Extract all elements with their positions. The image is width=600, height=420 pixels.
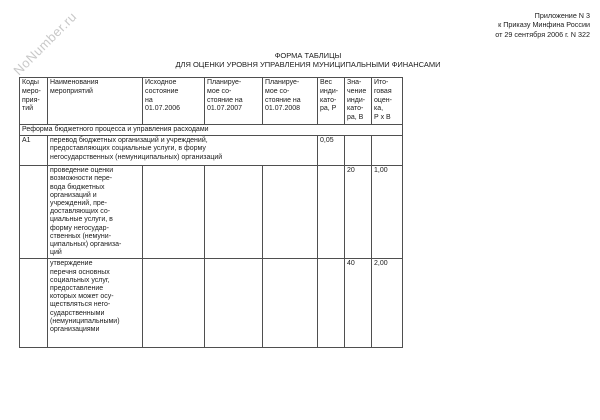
col-header-initial-state: Исходное состояние на 01.07.2006	[142, 77, 205, 125]
cell-code	[19, 258, 48, 349]
appendix-note-line: к Приказу Минфина России	[498, 20, 590, 30]
col-header-weight: Вес инди- като- ра, Р	[317, 77, 345, 125]
assessment-table: Коды меро- прия- тий Наименования меропр…	[19, 77, 403, 349]
table-row-sub2: утверждение перечня основных социальных …	[19, 258, 403, 349]
cell-initial-state	[142, 165, 205, 260]
table-row-a1: А1 перевод бюджетных организаций и учреж…	[19, 135, 403, 167]
cell-score: 1,00	[371, 165, 403, 260]
cell-score	[371, 135, 403, 167]
cell-code	[19, 165, 48, 260]
cell-value: 40	[344, 258, 372, 349]
cell-name: проведение оценки возможности пере- вода…	[47, 165, 143, 260]
cell-planned-2008	[262, 165, 318, 260]
col-header-planned-2008: Планируе- мое со- стояние на 01.07.2008	[262, 77, 318, 125]
cell-planned-2007	[204, 258, 263, 349]
cell-value: 20	[344, 165, 372, 260]
cell-initial-state	[142, 258, 205, 349]
appendix-note-line: Приложение N 3	[534, 11, 590, 20]
section-row: Реформа бюджетного процесса и управления…	[19, 123, 403, 137]
cell-planned-2008	[262, 258, 318, 349]
col-header-codes: Коды меро- прия- тий	[19, 77, 48, 125]
cell-code: А1	[19, 135, 48, 167]
col-header-value: Зна- чение инди- като- ра, В	[344, 77, 372, 125]
appendix-note-line: от 29 сентября 2006 г. N 322	[495, 29, 590, 39]
section-header: Реформа бюджетного процесса и управления…	[19, 123, 403, 137]
cell-weight: 0,05	[317, 135, 345, 167]
cell-weight	[317, 258, 345, 349]
col-header-planned-2007: Планируе- мое со- стояние на 01.07.2007	[204, 77, 263, 125]
cell-score: 2,00	[371, 258, 403, 349]
document-title-line1: ФОРМА ТАБЛИЦЫ	[274, 51, 342, 60]
cell-weight	[317, 165, 345, 260]
cell-value	[344, 135, 372, 167]
cell-name: утверждение перечня основных социальных …	[47, 258, 143, 349]
table-row-sub1: проведение оценки возможности пере- вода…	[19, 165, 403, 260]
document-title-line2: ДЛЯ ОЦЕНКИ УРОВНЯ УПРАВЛЕНИЯ МУНИЦИПАЛЬН…	[175, 59, 441, 69]
appendix-note: Приложение N 3 к Приказу Минфина России …	[495, 11, 590, 39]
col-header-names: Наименования мероприятий	[47, 77, 143, 125]
cell-planned-2007	[204, 165, 263, 260]
document-title: ФОРМА ТАБЛИЦЫ ДЛЯ ОЦЕНКИ УРОВНЯ УПРАВЛЕН…	[8, 51, 600, 69]
col-header-score: Ито- говая оцен- ка, Р х В	[371, 77, 403, 125]
table-header-row: Коды меро- прия- тий Наименования меропр…	[19, 77, 403, 125]
cell-name: перевод бюджетных организаций и учрежден…	[47, 135, 318, 167]
